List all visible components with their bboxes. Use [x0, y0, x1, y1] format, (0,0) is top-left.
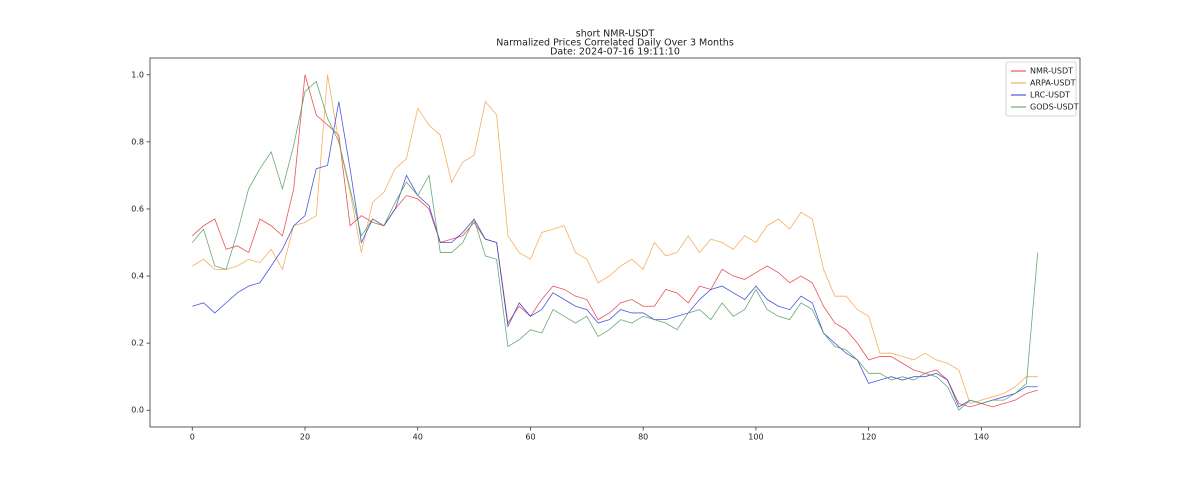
y-tick-label: 0.4 — [131, 272, 144, 281]
x-tick-label: 0 — [190, 433, 195, 442]
plot-frame — [149, 57, 1081, 428]
legend-label: ARPA-USDT — [1030, 79, 1076, 88]
y-tick-label: 0.2 — [131, 339, 144, 348]
chart-date: Date: 2024-07-16 19:11:10 — [550, 47, 680, 58]
chart-title: short NMR-USDT — [576, 29, 655, 40]
y-tick-label: 0.0 — [131, 406, 144, 415]
x-tick-label: 80 — [638, 433, 648, 442]
x-tick-label: 140 — [974, 433, 989, 442]
y-tick-label: 0.6 — [131, 204, 144, 213]
series-line — [192, 74, 1038, 408]
series-line — [192, 101, 1038, 408]
series-line — [192, 74, 1038, 405]
legend-label: GODS-USDT — [1030, 103, 1079, 112]
x-tick-label: 100 — [748, 433, 763, 442]
chart-subtitle: Narmalized Prices Correlated Daily Over … — [496, 38, 734, 49]
x-tick-label: 40 — [413, 433, 423, 442]
series-line — [191, 80, 1039, 411]
x-tick-label: 60 — [525, 433, 535, 442]
y-tick-label: 0.8 — [131, 137, 144, 146]
legend-box — [1005, 61, 1077, 117]
legend-label: LRC-USDT — [1030, 91, 1070, 100]
x-tick-label: 20 — [300, 433, 310, 442]
y-tick-label: 1.0 — [131, 70, 144, 79]
legend-label: NMR-USDT — [1030, 67, 1073, 76]
x-tick-label: 120 — [861, 433, 876, 442]
